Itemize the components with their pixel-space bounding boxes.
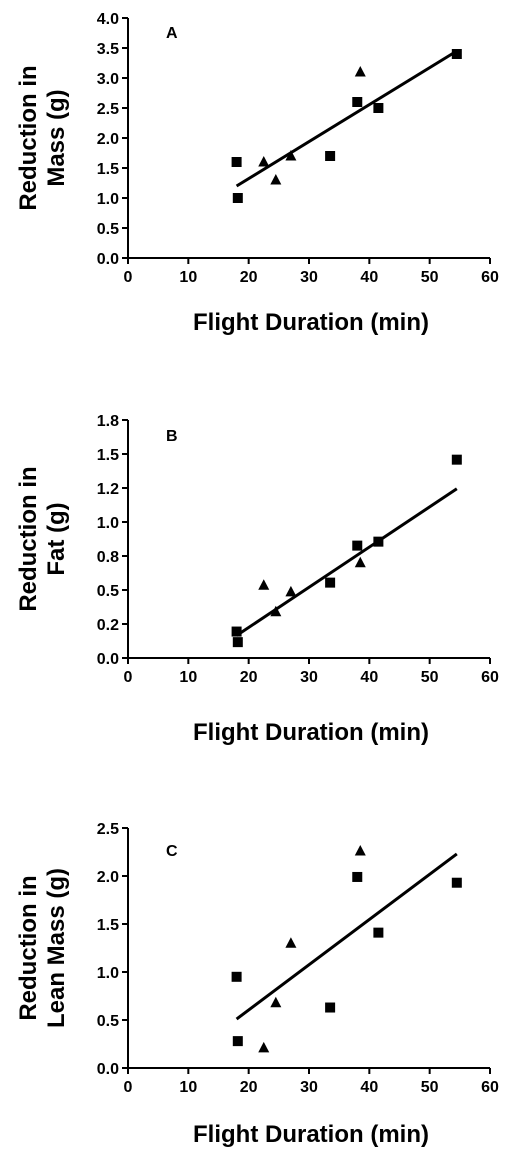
data-point-square (373, 927, 384, 938)
data-point-triangle (270, 605, 282, 617)
y-axis-title-line: Lean Mass (g) (43, 868, 70, 1028)
data-point-triangle (258, 579, 270, 590)
data-point-triangle (285, 585, 297, 597)
y-tick-label: 0.0 (97, 651, 119, 668)
y-tick-label: 0.5 (97, 1013, 119, 1030)
y-tick-label: 1.0 (97, 515, 119, 532)
x-tick-label: 10 (179, 1079, 197, 1096)
data-point-square (352, 871, 363, 882)
y-tick-label: 0.5 (97, 221, 119, 238)
x-tick-label: 50 (421, 269, 439, 286)
x-axis-title: Flight Duration (min) (193, 1121, 429, 1148)
y-tick-label: 2.0 (97, 131, 119, 148)
data-point-square (352, 97, 363, 107)
y-axis-title: Reduction inMass (g) (15, 65, 70, 210)
x-tick-label: 10 (179, 269, 197, 286)
data-point-triangle (270, 996, 282, 1008)
x-tick-label: 60 (481, 669, 499, 686)
data-point-square (373, 103, 384, 113)
x-tick-label: 20 (240, 269, 258, 286)
data-point-triangle (270, 174, 282, 185)
y-tick-label: 1.2 (97, 481, 119, 498)
data-point-square (231, 971, 242, 982)
panel-b: 0 10 20 30 40 50 60 0.0 0.2 0.5 0.8 1.0 1.2 1.5 1.8 B Fl… (15, 413, 499, 746)
regression-line (235, 852, 458, 1021)
y-axis-title-line: Reduction in (15, 65, 42, 210)
y-tick-label: 0.0 (97, 251, 119, 268)
panel-letter: A (166, 25, 178, 42)
x-axis-title: Flight Duration (min) (193, 719, 429, 746)
x-tick-label: 30 (300, 1079, 318, 1096)
x-tick-label: 40 (360, 269, 378, 286)
regression-line (235, 487, 458, 637)
x-tick-label: 0 (124, 669, 133, 686)
y-tick-label: 2.5 (97, 101, 119, 118)
x-tick-label: 60 (481, 269, 499, 286)
data-point-triangle (354, 556, 366, 568)
data-point-triangle (258, 1041, 270, 1053)
x-tick-label: 40 (360, 669, 378, 686)
y-axis-title: Reduction inLean Mass (g) (15, 868, 70, 1028)
data-point-square (451, 454, 462, 465)
y-tick-label: 3.5 (97, 41, 119, 58)
data-point-triangle (285, 150, 297, 161)
x-tick-label: 0 (124, 1079, 133, 1096)
y-axis-title-line: Reduction in (15, 875, 42, 1020)
data-point-square (325, 151, 336, 161)
x-axis-title: Flight Duration (min) (193, 309, 429, 336)
y-tick-label: 3.0 (97, 71, 119, 88)
y-tick-label: 1.5 (97, 917, 119, 934)
data-point-square (232, 193, 243, 203)
y-axis-title-line: Reduction in (15, 466, 42, 611)
y-tick-label: 0.0 (97, 1061, 119, 1078)
y-tick-label: 1.8 (97, 413, 119, 430)
x-tick-label: 60 (481, 1079, 499, 1096)
y-tick-label: 4.0 (97, 11, 119, 28)
y-axis-title-line: Mass (g) (43, 89, 70, 186)
y-tick-label: 0.8 (97, 549, 119, 566)
x-tick-label: 50 (421, 1079, 439, 1096)
data-point-square (231, 626, 242, 637)
data-point-triangle (258, 156, 270, 167)
y-tick-label: 1.0 (97, 191, 119, 208)
panel-c: 0 10 20 30 40 50 60 0.0 0.5 1.0 1.5 2.0 2.5 C Flight D… (15, 821, 499, 1148)
data-point-square (232, 637, 243, 648)
regression-line (235, 49, 458, 188)
y-tick-label: 2.5 (97, 821, 119, 838)
data-point-square (232, 1036, 243, 1047)
data-point-triangle (285, 937, 297, 948)
data-point-square (325, 1002, 336, 1013)
x-tick-label: 20 (240, 1079, 258, 1096)
y-tick-label: 0.5 (97, 583, 119, 600)
data-point-square (325, 577, 336, 588)
data-point-triangle (354, 66, 366, 77)
data-point-square (352, 540, 363, 551)
data-point-square (451, 49, 462, 59)
panel-a: 0 10 20 30 40 50 60 0.0 0.5 1.0 1.5 2.0 2.5 3.0 3.5 4.0… (15, 11, 499, 336)
x-tick-label: 50 (421, 669, 439, 686)
x-tick-label: 10 (179, 669, 197, 686)
panel-letter: C (166, 843, 178, 860)
y-tick-label: 1.5 (97, 161, 119, 178)
x-tick-label: 20 (240, 669, 258, 686)
y-tick-label: 0.2 (97, 617, 119, 634)
data-point-square (451, 877, 462, 888)
x-tick-label: 0 (124, 269, 133, 286)
data-point-triangle (354, 845, 366, 856)
y-axis-title: Reduction inFat (g) (15, 466, 70, 611)
panel-letter: B (166, 428, 178, 445)
x-tick-label: 40 (360, 1079, 378, 1096)
x-tick-label: 30 (300, 669, 318, 686)
data-point-square (231, 157, 242, 167)
x-tick-label: 30 (300, 269, 318, 286)
y-tick-label: 1.0 (97, 965, 119, 982)
y-tick-label: 1.5 (97, 447, 119, 464)
data-point-square (373, 536, 384, 547)
y-axis-title-line: Fat (g) (43, 502, 70, 575)
y-tick-label: 2.0 (97, 869, 119, 886)
